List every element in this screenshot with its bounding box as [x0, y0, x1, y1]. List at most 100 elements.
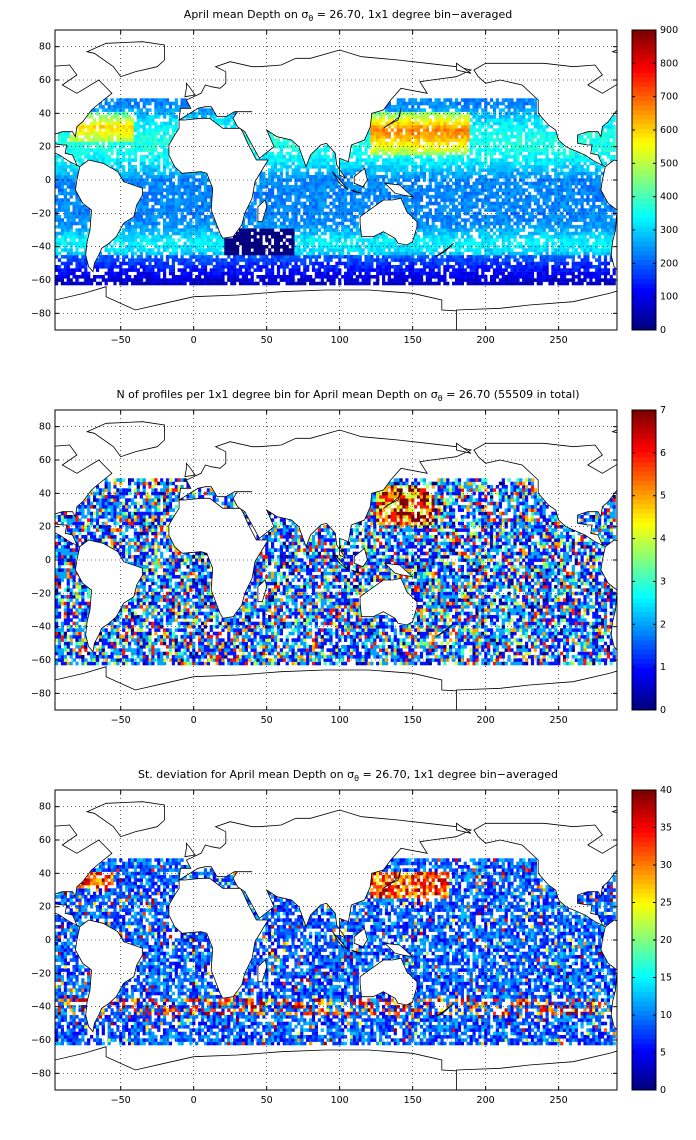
data-cell	[116, 278, 120, 282]
data-cell	[536, 238, 540, 242]
data-cell	[189, 201, 193, 206]
data-cell	[545, 198, 549, 202]
data-cell	[55, 181, 59, 186]
data-cell	[504, 228, 508, 232]
data-cell	[241, 271, 245, 276]
data-cell	[180, 268, 184, 272]
data-cell	[592, 241, 596, 246]
data-cell	[163, 271, 167, 276]
data-cell	[583, 271, 587, 276]
data-cell	[160, 265, 164, 269]
data-cell	[300, 231, 304, 236]
data-cell	[311, 165, 316, 169]
data-cell	[75, 258, 79, 262]
data-cell	[417, 175, 421, 179]
data-cell	[525, 238, 529, 242]
data-cell	[419, 221, 424, 226]
data-cell	[592, 191, 596, 196]
data-cell	[475, 221, 479, 226]
data-cell	[519, 215, 523, 219]
data-cell	[504, 175, 508, 179]
data-cell	[157, 185, 161, 189]
data-cell	[513, 231, 517, 236]
data-cell	[303, 221, 307, 226]
data-cell	[227, 241, 231, 246]
data-cell	[142, 178, 146, 182]
data-cell	[122, 251, 126, 256]
data-cell	[548, 218, 552, 222]
data-cell	[75, 275, 79, 279]
data-cell	[78, 215, 82, 219]
data-cell	[428, 228, 432, 232]
data-cell	[306, 265, 310, 269]
data-cell	[452, 228, 456, 232]
data-cell	[157, 278, 161, 282]
data-cell	[536, 241, 540, 246]
data-cell	[154, 235, 158, 239]
data-cell	[119, 251, 123, 256]
data-cell	[443, 265, 447, 269]
data-cell	[519, 281, 523, 286]
data-cell	[469, 165, 473, 169]
data-cell	[171, 211, 175, 216]
data-cell	[560, 211, 564, 216]
data-cell	[571, 251, 575, 256]
data-cell	[376, 281, 380, 286]
data-cell	[481, 191, 485, 196]
data-cell	[125, 261, 129, 266]
data-cell	[387, 195, 391, 199]
data-cell	[148, 278, 152, 282]
data-cell	[262, 191, 266, 196]
data-cell	[414, 241, 418, 246]
data-cell	[157, 181, 161, 186]
data-cell	[332, 281, 336, 286]
data-cell	[466, 228, 470, 232]
data-cell	[279, 275, 283, 279]
data-cell	[595, 271, 599, 276]
data-cell	[311, 178, 316, 182]
data-cell	[393, 265, 397, 269]
data-cell	[335, 245, 339, 249]
data-cell	[180, 235, 184, 239]
data-cell	[297, 175, 301, 179]
data-cell	[513, 175, 517, 179]
data-cell	[323, 251, 327, 256]
data-cell	[600, 211, 605, 216]
data-cell	[206, 248, 210, 252]
data-cell	[230, 271, 234, 276]
data-cell	[495, 195, 499, 199]
data-cell	[303, 201, 307, 206]
data-cell	[598, 248, 602, 252]
data-cell	[268, 178, 272, 182]
data-cell	[364, 238, 368, 242]
data-cell	[376, 195, 380, 199]
data-cell	[300, 248, 304, 252]
data-cell	[256, 231, 260, 236]
data-cell	[294, 201, 298, 206]
data-cell	[568, 245, 572, 249]
data-cell	[55, 235, 59, 239]
data-cell	[419, 205, 424, 209]
data-cell	[221, 275, 225, 279]
data-cell	[460, 201, 464, 206]
data-cell	[160, 261, 164, 266]
data-cell	[592, 265, 596, 269]
data-cell	[463, 181, 467, 186]
data-cell	[481, 281, 485, 286]
data-cell	[376, 245, 380, 249]
data-cell	[530, 241, 535, 246]
data-cell	[55, 198, 59, 202]
data-cell	[63, 195, 67, 199]
data-cell	[238, 278, 243, 282]
data-cell	[574, 171, 578, 176]
data-cell	[244, 238, 248, 242]
data-cell	[291, 231, 295, 236]
panel-2-title-sigma: σ	[430, 388, 438, 401]
data-cell	[203, 225, 208, 229]
data-cell	[525, 175, 529, 179]
data-cell	[525, 268, 529, 272]
data-cell	[525, 278, 529, 282]
data-cell	[455, 255, 459, 259]
data-cell	[110, 245, 114, 249]
data-cell	[157, 268, 161, 272]
